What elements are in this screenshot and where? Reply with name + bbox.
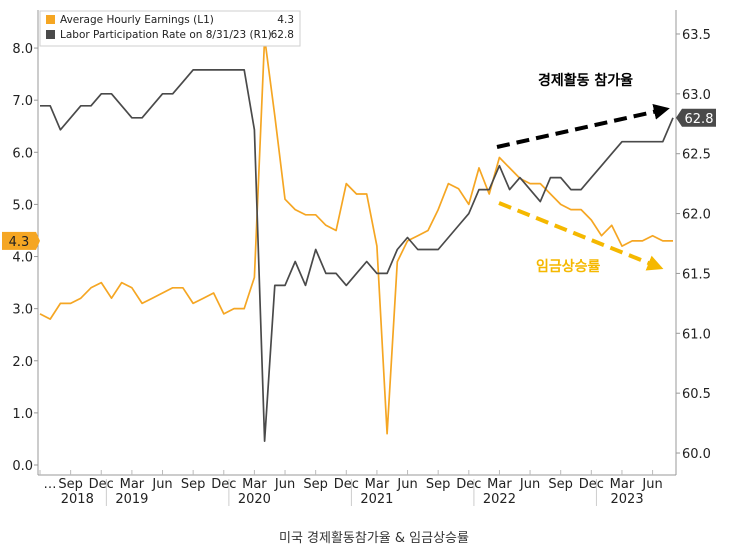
x-tick-label: Jun (396, 477, 417, 492)
left-tick-label: 6.0 (12, 146, 33, 161)
chart-caption: 미국 경제활동참가율 & 임금상승률 (279, 531, 469, 546)
right-tick-label: 61.0 (682, 327, 711, 342)
last-value-tags: 4.3 62.8 (2, 108, 716, 250)
x-tick-label: Jun (274, 477, 295, 492)
legend-swatch (46, 15, 55, 24)
x-tick-label: Jun (151, 477, 172, 492)
x-tick-label: Dec (89, 477, 114, 492)
x-tick-label: Jun (641, 477, 662, 492)
right-axis: 60.0 60.5 61.0 61.5 62.0 62.5 63.0 63.5 (675, 10, 711, 475)
chart: 0.0 1.0 2.0 3.0 4.0 5.0 6.0 7.0 8.0 60.0 60.5 61.0… (2, 10, 716, 507)
legend: Average Hourly Earnings (L1) 4.3 Labor Par… (39, 10, 301, 47)
x-tick-label: Mar (120, 477, 145, 492)
earnings-annotation: 임금상승률 (536, 258, 601, 275)
legend-value: 62.8 (271, 29, 294, 41)
x-year-label: 2022 (483, 492, 516, 507)
left-tick-label: 5.0 (12, 198, 33, 213)
participation-line (40, 69, 674, 442)
x-year-label: 2020 (238, 492, 271, 507)
participation-last-value-tag: 62.8 (685, 112, 714, 127)
legend-label: Average Hourly Earnings (L1) (60, 14, 214, 26)
x-tick-label: Dec (456, 477, 481, 492)
legend-label: Labor Participation Rate on 8/31/23 (R1) (60, 29, 272, 41)
x-axis: … Sep Dec Mar Jun Sep Dec Mar Jun Sep Dec Mar Jun Sep… (38, 470, 676, 507)
x-tick-label: Sep (548, 477, 573, 492)
trend-arrows (496, 103, 670, 271)
x-year-label: 2018 (61, 492, 94, 507)
x-tick-label: Sep (181, 477, 206, 492)
x-tick-label: Dec (211, 477, 236, 492)
left-tick-label: 8.0 (12, 42, 33, 57)
participation-trend-arrow (496, 103, 670, 149)
right-tick-label: 62.5 (682, 148, 711, 163)
right-tick-label: 61.5 (682, 267, 711, 282)
earnings-line (39, 36, 673, 435)
left-tick-label: 7.0 (12, 94, 33, 109)
x-tick-label: Mar (610, 477, 635, 492)
right-tick-label: 63.5 (682, 28, 711, 43)
left-tick-label: 0.0 (12, 459, 33, 474)
legend-swatch (46, 30, 55, 39)
legend-value: 4.3 (277, 14, 294, 26)
x-tick-label: Dec (334, 477, 359, 492)
x-tick-label: Mar (242, 477, 267, 492)
right-tick-label: 63.0 (682, 88, 711, 103)
left-tick-label: 3.0 (12, 303, 33, 318)
x-tick-label: Sep (58, 477, 83, 492)
x-year-label: 2023 (611, 492, 644, 507)
x-year-label: 2021 (360, 492, 393, 507)
left-tick-label: 2.0 (12, 355, 33, 370)
left-tick-label: 4.0 (12, 251, 33, 266)
x-tick-label: Sep (303, 477, 328, 492)
x-tick-label: … (44, 477, 57, 492)
x-tick-label: Sep (426, 477, 451, 492)
left-tick-label: 1.0 (12, 407, 33, 422)
x-tick-label: Dec (579, 477, 604, 492)
earnings-trend-arrow (498, 201, 664, 271)
x-year-label: 2019 (115, 492, 148, 507)
x-tick-label: Jun (519, 477, 540, 492)
earnings-last-value-tag: 4.3 (9, 235, 30, 250)
right-tick-label: 60.0 (682, 447, 711, 462)
left-axis: 0.0 1.0 2.0 3.0 4.0 5.0 6.0 7.0 8.0 (12, 10, 39, 475)
plot-area (39, 36, 674, 442)
right-tick-label: 60.5 (682, 387, 711, 402)
participation-annotation: 경제활동 참가율 (538, 72, 633, 89)
x-tick-label: Mar (365, 477, 390, 492)
right-tick-label: 62.0 (682, 208, 711, 223)
x-tick-label: Mar (487, 477, 512, 492)
